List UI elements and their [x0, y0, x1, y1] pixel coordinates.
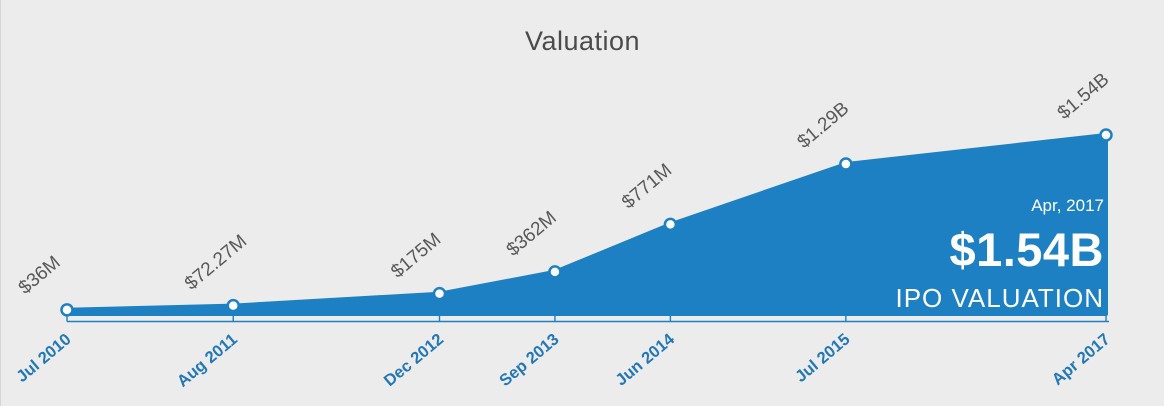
- x-axis-tick-label: Jun 2014: [612, 330, 678, 390]
- valuation-area: [65, 133, 1108, 316]
- data-point-value-label: $1.54B: [1054, 69, 1114, 124]
- x-axis-tick-label: Jul 2015: [792, 330, 853, 386]
- annotation-caption: IPO VALUATION: [895, 283, 1104, 313]
- data-point-value-label: $72.27M: [181, 231, 251, 295]
- annotation-value: $1.54B: [949, 223, 1104, 276]
- data-point-value-label: $362M: [503, 207, 561, 260]
- data-point-marker[interactable]: [1099, 128, 1113, 142]
- data-point-value-label: $36M: [15, 252, 65, 299]
- data-point-marker[interactable]: [839, 157, 853, 171]
- x-axis-tick-label: Apr 2017: [1049, 330, 1114, 389]
- data-point-marker[interactable]: [432, 286, 447, 301]
- data-point-marker[interactable]: [60, 303, 74, 317]
- chart-title: Valuation: [524, 26, 641, 56]
- ipo-annotation: Apr, 2017 $1.54B IPO VALUATION: [895, 197, 1104, 311]
- x-axis-tick-label: Dec 2012: [381, 330, 447, 390]
- data-point-value-label: $1.29B: [794, 98, 854, 153]
- x-axis-tick-label: Jul 2010: [13, 330, 74, 386]
- x-axis-tick-label: Sep 2013: [496, 330, 562, 390]
- data-point-value-label: $771M: [618, 160, 676, 213]
- data-point-marker[interactable]: [548, 265, 562, 279]
- data-point-value-label: $175M: [387, 229, 445, 282]
- data-point-marker[interactable]: [663, 217, 678, 232]
- annotation-date: Apr, 2017: [1031, 196, 1104, 215]
- data-point-marker[interactable]: [226, 298, 240, 313]
- x-axis-tick-label: Aug 2011: [174, 330, 241, 390]
